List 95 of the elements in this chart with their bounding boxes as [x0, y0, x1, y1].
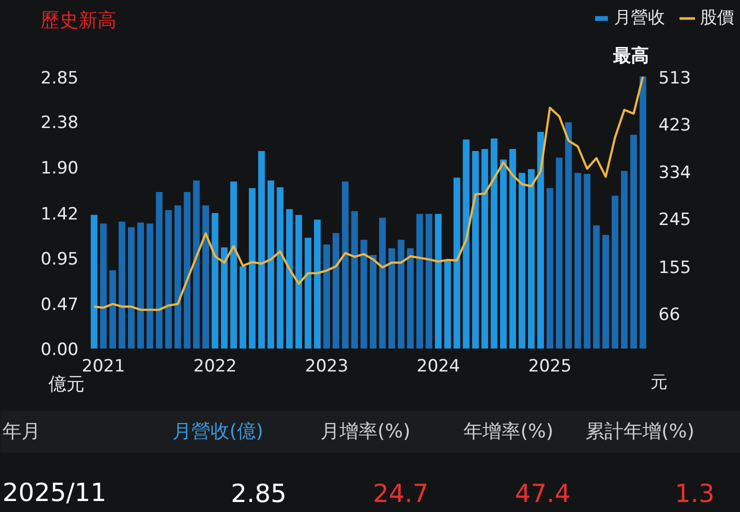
bar [146, 223, 154, 348]
bar [546, 188, 554, 348]
bar [518, 172, 526, 348]
line-series [92, 76, 644, 311]
text: 年月 [2, 420, 40, 442]
y2-tick-label: 423 [658, 116, 691, 136]
y2-axis-title: 元 [650, 372, 668, 392]
bar [556, 158, 563, 348]
x-tick-label: 2021 [82, 356, 126, 376]
bar [612, 196, 618, 348]
y2-tick-label: 66 [658, 305, 680, 326]
bar [630, 134, 637, 348]
bar [640, 76, 646, 348]
text: 1.3 [674, 479, 715, 508]
bar [379, 218, 386, 348]
bar [426, 214, 432, 348]
bar [304, 238, 312, 348]
bar [212, 212, 218, 348]
y-tick-label: 0.00 [40, 340, 79, 360]
text: 年增率(%) [464, 420, 554, 442]
bar [323, 244, 330, 348]
y2-tick-label: 245 [658, 210, 691, 230]
bar [416, 214, 424, 348]
bar [444, 260, 451, 348]
bar [267, 180, 274, 348]
bar [258, 150, 265, 348]
bar [620, 170, 628, 348]
bar [388, 248, 396, 348]
y2-tick-label: 513 [658, 68, 691, 88]
bar [137, 222, 144, 348]
text: 累計年增(%) [586, 420, 694, 442]
bar [490, 138, 498, 348]
x-tick-label: 2023 [305, 356, 348, 376]
bar [602, 234, 610, 348]
chart-title: 歷史新高 [40, 10, 116, 32]
bar [128, 227, 135, 348]
bar [462, 139, 470, 348]
y-tick-label: 0.47 [40, 295, 79, 316]
y-tick-label: 0.95 [40, 249, 79, 270]
bar [286, 209, 293, 348]
bar [574, 172, 582, 348]
legend-label: 月營收 [614, 7, 665, 29]
bar [500, 160, 507, 348]
bar [370, 254, 376, 348]
text: 月營收(億) [172, 420, 264, 442]
legend-label: 股價 [700, 7, 734, 29]
bar [509, 149, 516, 348]
y-tick-label: 2.38 [40, 112, 79, 133]
bar [248, 188, 256, 348]
text: 2025/11 [2, 478, 106, 507]
bar [398, 240, 404, 348]
x-tick-label: 2022 [193, 356, 237, 376]
bar [472, 150, 479, 348]
y-tick-label: 1.42 [40, 204, 79, 224]
bar [184, 192, 190, 348]
y-axis-title: 億元 [48, 374, 84, 395]
bar [193, 180, 200, 348]
bar [342, 181, 349, 348]
bar [407, 248, 414, 348]
text: 月增率(%) [320, 420, 410, 442]
y2-tick-label: 155 [658, 258, 691, 278]
text: 24.7 [372, 479, 429, 508]
bar [584, 174, 590, 348]
bar [109, 270, 116, 348]
bar [434, 214, 442, 348]
bar [174, 205, 182, 348]
bar [565, 122, 572, 348]
bar [240, 266, 246, 348]
bar [90, 214, 98, 348]
bar [351, 211, 358, 348]
bar [295, 214, 302, 348]
text: 最高 [612, 46, 649, 66]
bar [156, 192, 163, 348]
x-tick-label: 2024 [416, 356, 460, 376]
bar [332, 233, 340, 348]
bar [165, 210, 172, 348]
y2-tick-label: 334 [658, 162, 691, 183]
y-tick-label: 1.90 [40, 158, 79, 179]
bar [220, 247, 228, 348]
bar [118, 222, 126, 348]
x-tick-label: 2025 [528, 356, 572, 376]
bar [314, 220, 321, 348]
bar [593, 225, 600, 348]
text: 2.85 [230, 479, 287, 508]
bar [528, 169, 535, 348]
bar [537, 132, 544, 348]
text: 47.4 [514, 479, 571, 508]
bar [481, 149, 488, 348]
y-tick-label: 2.85 [40, 68, 79, 88]
bar [360, 240, 368, 348]
bar [276, 187, 284, 348]
bar [454, 178, 460, 348]
bar [202, 205, 210, 348]
bar [230, 181, 237, 348]
bar [100, 223, 107, 348]
